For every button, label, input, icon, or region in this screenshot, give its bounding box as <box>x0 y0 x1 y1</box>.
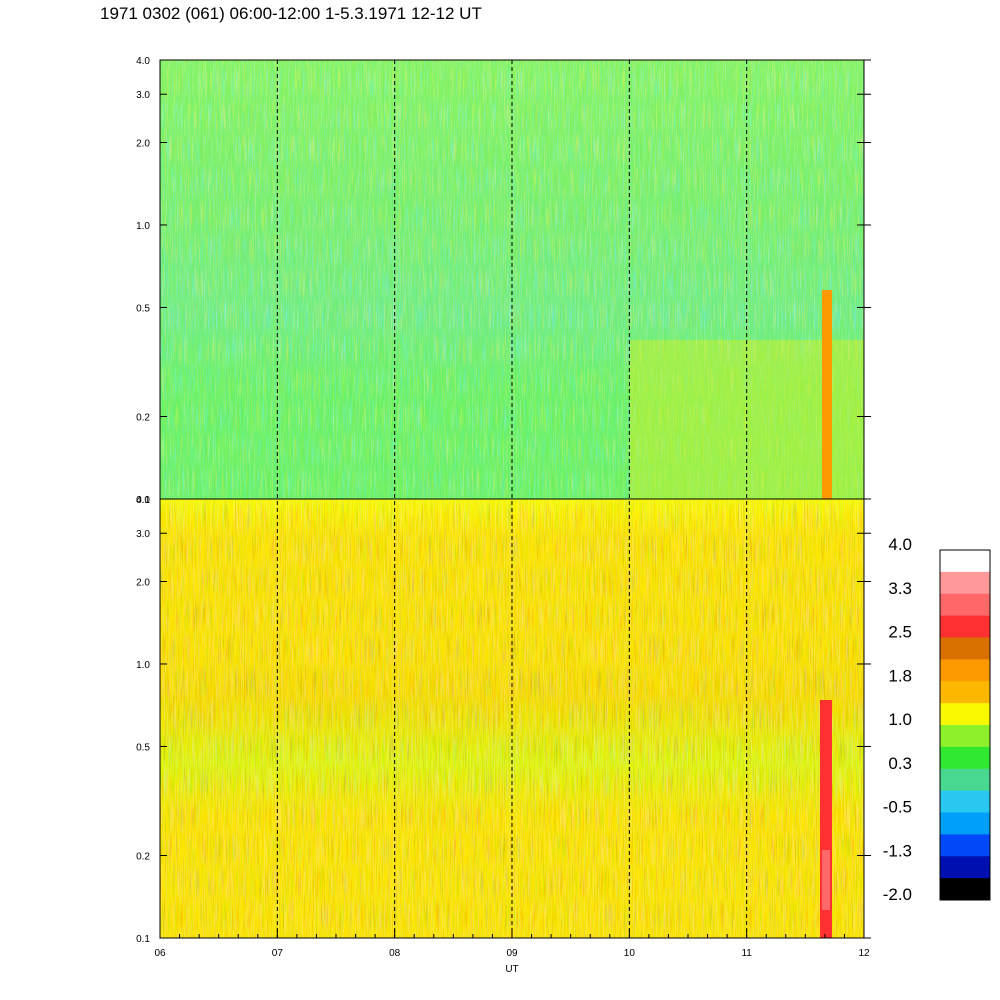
x-tick-label: 12 <box>858 948 870 959</box>
x-tick-label: 07 <box>272 948 284 959</box>
colorbar-swatch <box>940 878 990 901</box>
top-y-tick-label: 1.0 <box>136 221 150 232</box>
colorbar-swatch <box>940 615 990 638</box>
top-panel-event-streak <box>822 290 832 499</box>
colorbar-swatch <box>940 725 990 748</box>
top-y-axis: 0.1 0.2 0.5 1.0 2.0 3.0 4.0 <box>136 56 871 506</box>
page-title: 1971 0302 (061) 06:00-12:00 1-5.3.1971 1… <box>100 4 482 23</box>
colorbar-frame <box>939 549 991 901</box>
bottom-y-tick-label: 4.0 <box>136 495 150 506</box>
colorbar-swatch <box>940 768 990 792</box>
top-y-tick-label: 3.0 <box>136 90 150 101</box>
colorbar-swatch <box>940 681 990 704</box>
x-tick-label: 10 <box>624 948 636 959</box>
colorbar: 4.0 3.3 2.5 1.8 1.0 0.3 -0.5 -1.3 -2.0 <box>883 535 991 904</box>
colorbar-swatch <box>940 571 990 595</box>
colorbar-label: -2.0 <box>883 885 912 904</box>
colorbar-label: 4.0 <box>888 535 912 554</box>
x-tick-label: 06 <box>154 948 166 959</box>
x-tick-label: 11 <box>741 948 752 959</box>
colorbar-label: 1.0 <box>888 710 912 729</box>
top-y-tick-label: 0.2 <box>136 413 150 424</box>
top-y-tick-label: 2.0 <box>136 138 150 149</box>
colorbar-swatch <box>940 659 990 682</box>
colorbar-swatch <box>940 703 990 726</box>
colorbar-label: 1.8 <box>888 666 912 685</box>
bottom-y-tick-label: 3.0 <box>136 529 150 540</box>
colorbar-label: 3.3 <box>888 579 912 598</box>
colorbar-swatch <box>940 550 990 573</box>
colorbar-swatch <box>940 593 990 617</box>
colorbar-label: -1.3 <box>883 841 912 860</box>
bottom-y-tick-label: 0.5 <box>136 742 150 753</box>
bottom-y-tick-label: 0.1 <box>136 934 150 945</box>
bottom-y-tick-label: 1.0 <box>136 660 150 671</box>
bottom-y-axis: 0.1 0.2 0.5 1.0 2.0 3.0 4.0 <box>136 495 871 945</box>
top-y-tick-label: 4.0 <box>136 56 150 67</box>
x-axis: 06 07 08 09 10 11 12 <box>154 930 870 959</box>
x-tick-label: 09 <box>506 948 518 959</box>
x-axis-label: UT <box>505 964 518 975</box>
colorbar-swatch <box>940 790 990 813</box>
bottom-y-tick-label: 2.0 <box>136 577 150 588</box>
colorbar-label: 2.5 <box>888 623 912 642</box>
colorbar-label: 0.3 <box>888 754 912 773</box>
colorbar-swatch <box>940 637 990 660</box>
bottom-y-tick-label: 0.2 <box>136 852 150 863</box>
dashed-time-lines <box>276 60 748 938</box>
top-y-tick-label: 0.1 <box>136 495 150 506</box>
top-y-tick-label: 0.5 <box>136 303 150 314</box>
colorbar-swatch <box>940 856 990 879</box>
bottom-panel-event-core <box>822 850 830 910</box>
colorbar-label: -0.5 <box>883 798 912 817</box>
colorbar-swatch <box>940 812 990 835</box>
x-tick-label: 08 <box>389 948 401 959</box>
colorbar-swatch <box>940 834 990 857</box>
colorbar-swatch <box>940 746 990 770</box>
